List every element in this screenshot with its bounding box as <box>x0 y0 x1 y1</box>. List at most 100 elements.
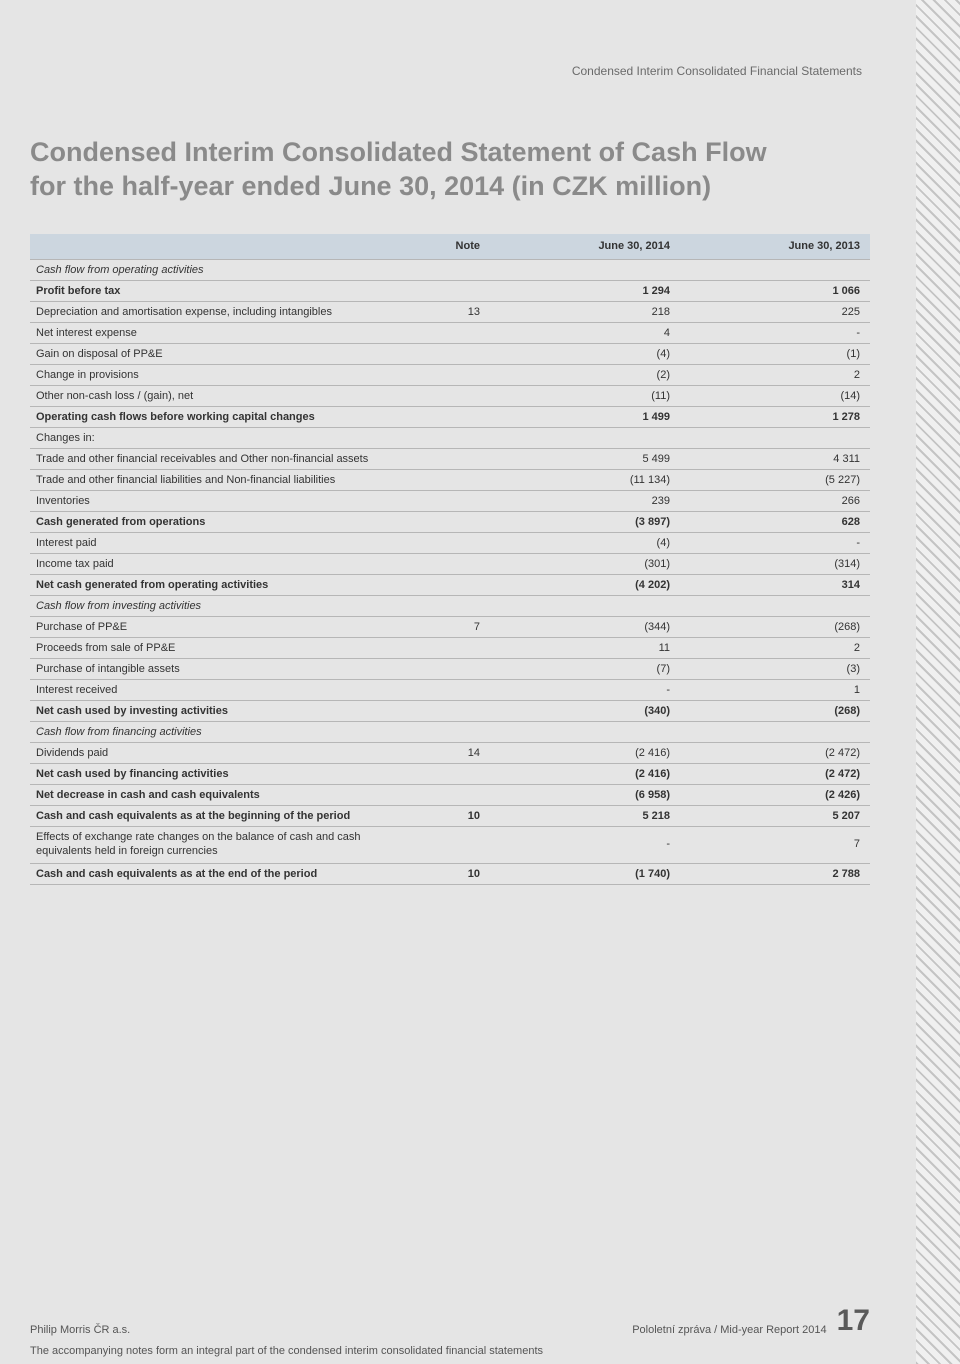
row-value-2013: 7 <box>680 827 870 864</box>
table-row: Net cash used by investing activities(34… <box>30 701 870 722</box>
row-label: Cash and cash equivalents as at the begi… <box>30 806 420 827</box>
table-row: Interest received -1 <box>30 680 870 701</box>
row-value-2013: (268) <box>680 701 870 722</box>
row-label: Net decrease in cash and cash equivalent… <box>30 785 420 806</box>
row-label: Trade and other financial liabilities an… <box>30 470 420 491</box>
row-value-2014: (6 958) <box>490 785 680 806</box>
row-value-2013: 4 311 <box>680 449 870 470</box>
page-content: Condensed Interim Consolidated Financial… <box>0 0 900 1364</box>
table-row: Dividends paid14(2 416)(2 472) <box>30 743 870 764</box>
row-value-2014: 4 <box>490 323 680 344</box>
table-row: Gain on disposal of PP&E(4)(1) <box>30 344 870 365</box>
table-row: Net decrease in cash and cash equivalent… <box>30 785 870 806</box>
row-value-2014: (11) <box>490 386 680 407</box>
row-note <box>420 260 490 281</box>
footnote: The accompanying notes form an integral … <box>30 1345 870 1357</box>
row-note <box>420 323 490 344</box>
row-label: Cash generated from operations <box>30 512 420 533</box>
row-value-2014: 239 <box>490 491 680 512</box>
table-row: Cash and cash equivalents as at the end … <box>30 863 870 884</box>
row-value-2013: 2 788 <box>680 863 870 884</box>
table-row: Change in provisions(2)2 <box>30 365 870 386</box>
row-label: Cash flow from investing activities <box>30 596 420 617</box>
row-value-2014: - <box>490 680 680 701</box>
table-row: Purchase of intangible assets(7)(3) <box>30 659 870 680</box>
row-value-2014: (2) <box>490 365 680 386</box>
table-row: Net cash generated from operating activi… <box>30 575 870 596</box>
row-note <box>420 575 490 596</box>
row-value-2013: (2 426) <box>680 785 870 806</box>
title-line-2: for the half-year ended June 30, 2014 (i… <box>30 171 711 201</box>
row-value-2013: (5 227) <box>680 470 870 491</box>
row-label: Dividends paid <box>30 743 420 764</box>
page-number: 17 <box>837 1306 870 1336</box>
row-value-2014: 1 294 <box>490 281 680 302</box>
row-label: Net interest expense <box>30 323 420 344</box>
table-row: Cash flow from operating activities <box>30 260 870 281</box>
row-value-2014: (1 740) <box>490 863 680 884</box>
row-note <box>420 491 490 512</box>
table-row: Income tax paid(301)(314) <box>30 554 870 575</box>
table-row: Cash flow from investing activities <box>30 596 870 617</box>
row-value-2014: 1 499 <box>490 407 680 428</box>
row-value-2013: (2 472) <box>680 764 870 785</box>
row-value-2014: (11 134) <box>490 470 680 491</box>
row-value-2013 <box>680 596 870 617</box>
footer-report-title: Pololetní zpráva / Mid-year Report 2014 <box>632 1324 826 1336</box>
row-note <box>420 596 490 617</box>
row-note <box>420 827 490 864</box>
row-value-2013: 1 <box>680 680 870 701</box>
running-head: Condensed Interim Consolidated Financial… <box>30 0 870 78</box>
row-note <box>420 344 490 365</box>
row-note <box>420 365 490 386</box>
row-label: Interest paid <box>30 533 420 554</box>
table-row: Net interest expense 4- <box>30 323 870 344</box>
row-label: Profit before tax <box>30 281 420 302</box>
row-label: Trade and other financial receivables an… <box>30 449 420 470</box>
row-value-2013: 5 207 <box>680 806 870 827</box>
row-value-2014: (4) <box>490 344 680 365</box>
row-value-2014: - <box>490 827 680 864</box>
row-label: Other non-cash loss / (gain), net <box>30 386 420 407</box>
col-note: Note <box>420 234 490 260</box>
row-note: 10 <box>420 806 490 827</box>
row-value-2014: 218 <box>490 302 680 323</box>
row-label: Changes in: <box>30 428 420 449</box>
row-label: Cash flow from financing activities <box>30 722 420 743</box>
row-label: Net cash used by financing activities <box>30 764 420 785</box>
row-note <box>420 722 490 743</box>
col-2013: June 30, 2013 <box>680 234 870 260</box>
table-row: Trade and other financial receivables an… <box>30 449 870 470</box>
row-label: Gain on disposal of PP&E <box>30 344 420 365</box>
row-note <box>420 764 490 785</box>
row-value-2013: (314) <box>680 554 870 575</box>
row-note: 14 <box>420 743 490 764</box>
row-note <box>420 407 490 428</box>
table-header-row: Note June 30, 2014 June 30, 2013 <box>30 234 870 260</box>
row-note: 13 <box>420 302 490 323</box>
table-row: Proceeds from sale of PP&E112 <box>30 638 870 659</box>
row-value-2013: 2 <box>680 638 870 659</box>
row-value-2013: 1 278 <box>680 407 870 428</box>
row-label: Effects of exchange rate changes on the … <box>30 827 420 864</box>
row-value-2013: - <box>680 533 870 554</box>
row-value-2014: (7) <box>490 659 680 680</box>
table-row: Depreciation and amortisation expense, i… <box>30 302 870 323</box>
row-value-2014 <box>490 722 680 743</box>
footer-company: Philip Morris ČR a.s. <box>30 1324 130 1336</box>
row-value-2013 <box>680 428 870 449</box>
row-value-2014: 5 218 <box>490 806 680 827</box>
table-row: Net cash used by financing activities (2 … <box>30 764 870 785</box>
row-label: Change in provisions <box>30 365 420 386</box>
table-row: Cash flow from financing activities <box>30 722 870 743</box>
row-value-2014: (4 202) <box>490 575 680 596</box>
row-value-2013: - <box>680 323 870 344</box>
row-note <box>420 428 490 449</box>
row-label: Interest received <box>30 680 420 701</box>
col-2014: June 30, 2014 <box>490 234 680 260</box>
row-note <box>420 281 490 302</box>
row-value-2014: (4) <box>490 533 680 554</box>
row-value-2013: (3) <box>680 659 870 680</box>
page-title: Condensed Interim Consolidated Statement… <box>30 136 870 204</box>
row-label: Proceeds from sale of PP&E <box>30 638 420 659</box>
